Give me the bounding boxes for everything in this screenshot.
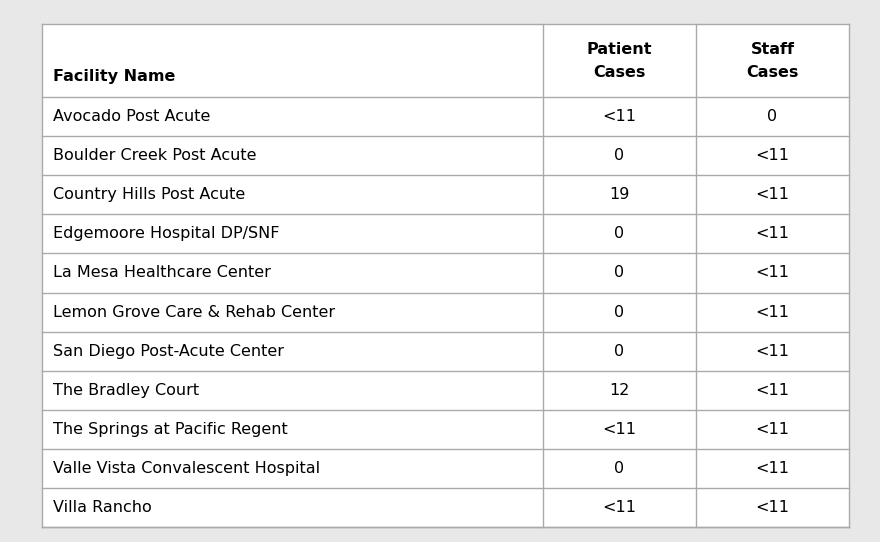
Text: <11: <11	[756, 344, 789, 359]
Text: Lemon Grove Care & Rehab Center: Lemon Grove Care & Rehab Center	[53, 305, 335, 320]
Text: Valle Vista Convalescent Hospital: Valle Vista Convalescent Hospital	[53, 461, 320, 476]
Text: <11: <11	[756, 461, 789, 476]
Text: <11: <11	[602, 500, 636, 515]
Text: The Bradley Court: The Bradley Court	[53, 383, 199, 398]
Text: La Mesa Healthcare Center: La Mesa Healthcare Center	[53, 266, 271, 280]
Polygon shape	[42, 24, 849, 527]
Text: Cases: Cases	[593, 64, 645, 80]
Text: <11: <11	[756, 266, 789, 280]
Text: 0: 0	[614, 149, 624, 163]
Text: 12: 12	[609, 383, 629, 398]
Text: <11: <11	[756, 305, 789, 320]
Text: <11: <11	[756, 500, 789, 515]
Text: Villa Rancho: Villa Rancho	[53, 500, 151, 515]
Text: <11: <11	[602, 422, 636, 437]
Text: 0: 0	[767, 109, 778, 124]
Text: Staff: Staff	[751, 42, 795, 57]
Text: 0: 0	[614, 227, 624, 241]
Text: Boulder Creek Post Acute: Boulder Creek Post Acute	[53, 149, 256, 163]
Text: Facility Name: Facility Name	[53, 69, 175, 83]
Text: The Springs at Pacific Regent: The Springs at Pacific Regent	[53, 422, 288, 437]
Text: <11: <11	[756, 422, 789, 437]
Text: Patient: Patient	[586, 42, 652, 57]
Text: <11: <11	[756, 188, 789, 202]
Text: 0: 0	[614, 305, 624, 320]
Text: <11: <11	[602, 109, 636, 124]
Text: San Diego Post-Acute Center: San Diego Post-Acute Center	[53, 344, 283, 359]
Text: 0: 0	[614, 266, 624, 280]
Text: Edgemoore Hospital DP/SNF: Edgemoore Hospital DP/SNF	[53, 227, 279, 241]
Text: 0: 0	[614, 461, 624, 476]
Text: <11: <11	[756, 149, 789, 163]
Text: 19: 19	[609, 188, 629, 202]
Text: Country Hills Post Acute: Country Hills Post Acute	[53, 188, 245, 202]
Text: Avocado Post Acute: Avocado Post Acute	[53, 109, 210, 124]
Text: Cases: Cases	[746, 64, 799, 80]
Text: 0: 0	[614, 344, 624, 359]
Text: <11: <11	[756, 383, 789, 398]
Text: <11: <11	[756, 227, 789, 241]
